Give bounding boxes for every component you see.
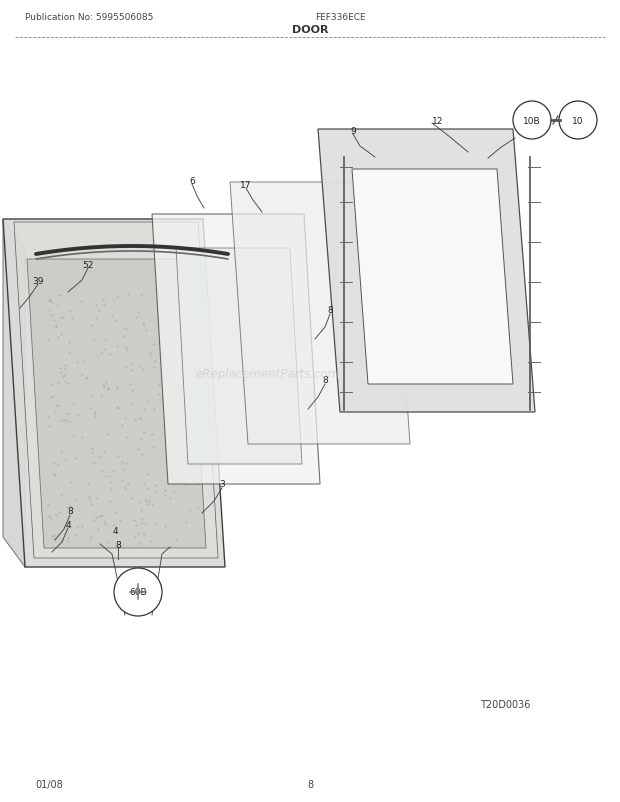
Text: 8: 8 <box>322 376 328 385</box>
Polygon shape <box>352 170 513 384</box>
Circle shape <box>559 102 597 140</box>
Text: 8: 8 <box>115 540 121 549</box>
Text: FEF336ECE: FEF336ECE <box>315 14 365 22</box>
Polygon shape <box>3 220 25 567</box>
Text: eReplacementParts.com: eReplacementParts.com <box>196 368 340 381</box>
Text: 4: 4 <box>65 520 71 529</box>
Text: 10B: 10B <box>523 116 541 125</box>
Text: T20D0036: T20D0036 <box>480 699 530 709</box>
Text: 10: 10 <box>572 116 584 125</box>
Text: 01/08: 01/08 <box>35 779 63 789</box>
Text: 60B: 60B <box>129 588 147 597</box>
Text: DOOR: DOOR <box>292 25 328 35</box>
Text: 39: 39 <box>32 276 44 286</box>
Polygon shape <box>318 130 535 412</box>
Text: 6: 6 <box>189 176 195 185</box>
Text: 8: 8 <box>307 779 313 789</box>
Circle shape <box>114 569 162 616</box>
Text: 8: 8 <box>327 306 333 315</box>
Text: Publication No: 5995506085: Publication No: 5995506085 <box>25 14 153 22</box>
Text: 12: 12 <box>432 116 443 125</box>
Text: 9: 9 <box>350 127 356 136</box>
Text: 4: 4 <box>112 526 118 535</box>
Text: 8: 8 <box>67 507 73 516</box>
Text: 17: 17 <box>241 180 252 189</box>
Polygon shape <box>230 183 410 444</box>
Polygon shape <box>176 249 302 464</box>
Polygon shape <box>3 220 225 567</box>
Polygon shape <box>27 260 206 549</box>
Text: 52: 52 <box>82 260 94 269</box>
Circle shape <box>513 102 551 140</box>
Polygon shape <box>152 215 320 484</box>
Text: 3: 3 <box>219 480 225 489</box>
